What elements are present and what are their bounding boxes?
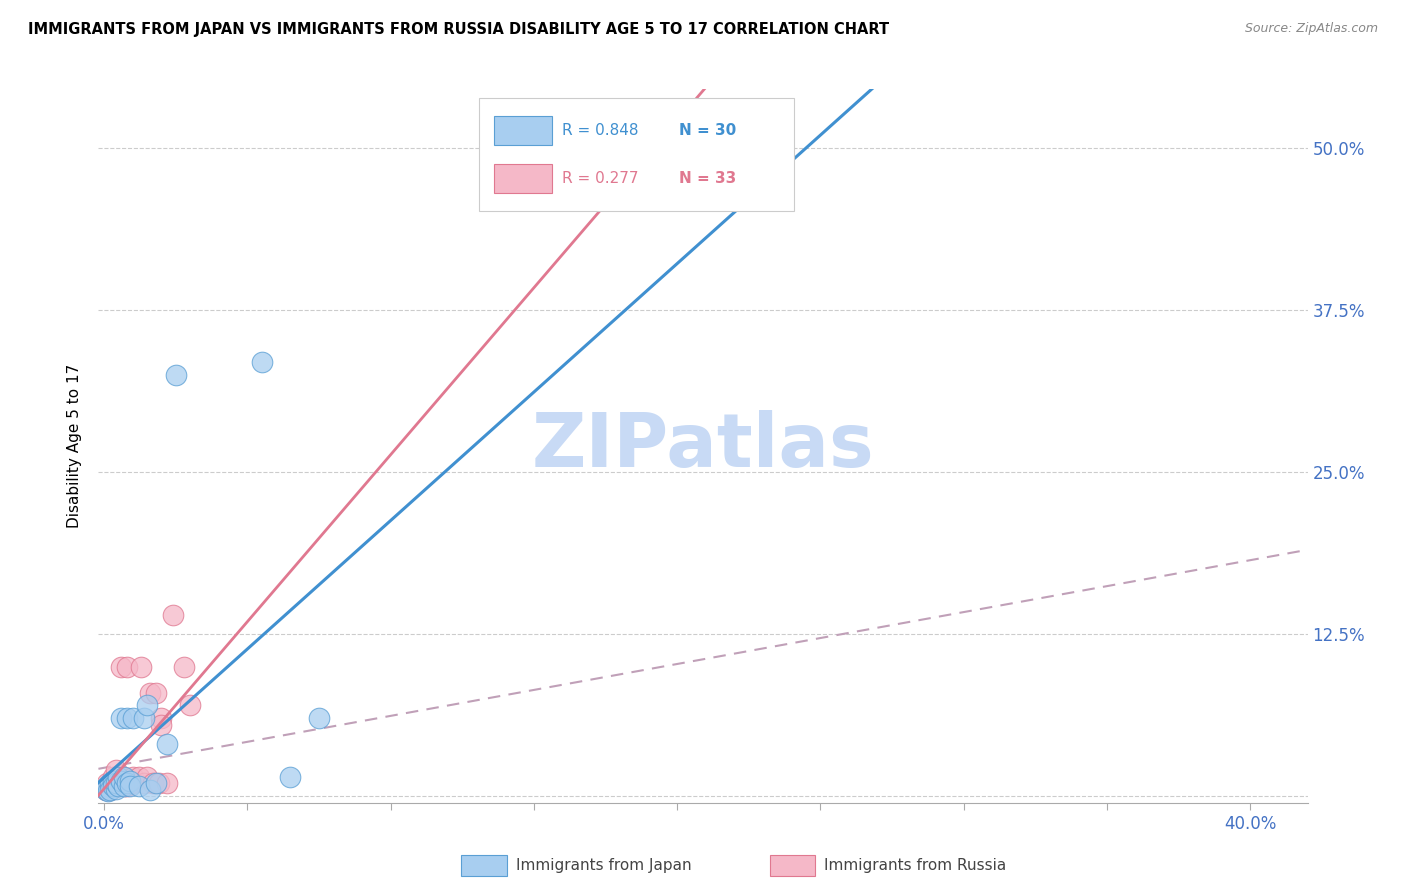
Point xyxy=(110,659,132,673)
Point xyxy=(97,784,120,798)
Point xyxy=(150,718,173,732)
Point xyxy=(250,354,273,368)
Point xyxy=(156,738,179,752)
Point xyxy=(139,685,162,699)
Point xyxy=(104,781,127,796)
Point xyxy=(121,776,143,790)
Point xyxy=(110,773,132,788)
Point xyxy=(165,368,187,382)
Text: R = 0.277: R = 0.277 xyxy=(561,171,638,186)
Point xyxy=(134,776,156,790)
Point xyxy=(150,711,173,725)
Point xyxy=(121,711,143,725)
Point xyxy=(107,770,129,784)
Point xyxy=(112,770,135,784)
Point xyxy=(173,659,195,673)
Text: Immigrants from Russia: Immigrants from Russia xyxy=(824,858,1007,873)
FancyBboxPatch shape xyxy=(479,98,793,211)
Point xyxy=(94,782,117,797)
Text: IMMIGRANTS FROM JAPAN VS IMMIGRANTS FROM RUSSIA DISABILITY AGE 5 TO 17 CORRELATI: IMMIGRANTS FROM JAPAN VS IMMIGRANTS FROM… xyxy=(28,22,889,37)
Point xyxy=(104,776,127,790)
Point xyxy=(98,782,121,797)
Point xyxy=(145,776,167,790)
Point xyxy=(142,776,165,790)
Point xyxy=(145,685,167,699)
Point xyxy=(107,770,129,784)
FancyBboxPatch shape xyxy=(494,116,553,145)
Point xyxy=(101,770,124,784)
Point xyxy=(96,779,118,793)
Point xyxy=(98,776,121,790)
Point xyxy=(98,782,121,797)
Point xyxy=(96,776,118,790)
Point xyxy=(115,776,138,790)
Point xyxy=(115,779,138,793)
Point xyxy=(118,779,141,793)
Point xyxy=(101,773,124,788)
FancyBboxPatch shape xyxy=(461,855,508,876)
Point xyxy=(112,770,135,784)
Point xyxy=(112,779,135,793)
Point xyxy=(134,711,156,725)
Point xyxy=(110,711,132,725)
Y-axis label: Disability Age 5 to 17: Disability Age 5 to 17 xyxy=(67,364,83,528)
Point xyxy=(136,698,159,713)
Text: ZIPatlas: ZIPatlas xyxy=(531,409,875,483)
Point xyxy=(179,698,201,713)
Point xyxy=(104,776,127,790)
Point xyxy=(308,711,330,725)
Point xyxy=(112,779,135,793)
Point xyxy=(101,779,124,793)
Text: N = 33: N = 33 xyxy=(679,171,737,186)
Point xyxy=(148,776,170,790)
Point xyxy=(118,776,141,790)
Text: Source: ZipAtlas.com: Source: ZipAtlas.com xyxy=(1244,22,1378,36)
Point xyxy=(98,776,121,790)
Point xyxy=(162,607,184,622)
Point xyxy=(156,776,179,790)
FancyBboxPatch shape xyxy=(494,164,553,193)
Point xyxy=(115,711,138,725)
Point xyxy=(104,764,127,778)
Point xyxy=(128,779,150,793)
Point xyxy=(131,659,153,673)
Point xyxy=(107,779,129,793)
Point xyxy=(136,770,159,784)
Point xyxy=(101,779,124,793)
Point xyxy=(139,782,162,797)
Text: R = 0.848: R = 0.848 xyxy=(561,123,638,138)
Point xyxy=(128,770,150,784)
Point xyxy=(94,782,117,797)
Text: N = 30: N = 30 xyxy=(679,123,737,138)
FancyBboxPatch shape xyxy=(769,855,815,876)
Point xyxy=(280,770,302,784)
Point xyxy=(121,770,143,784)
Text: Immigrants from Japan: Immigrants from Japan xyxy=(516,858,692,873)
Point xyxy=(115,659,138,673)
Point xyxy=(107,779,129,793)
Point xyxy=(118,773,141,788)
Point xyxy=(96,782,118,797)
